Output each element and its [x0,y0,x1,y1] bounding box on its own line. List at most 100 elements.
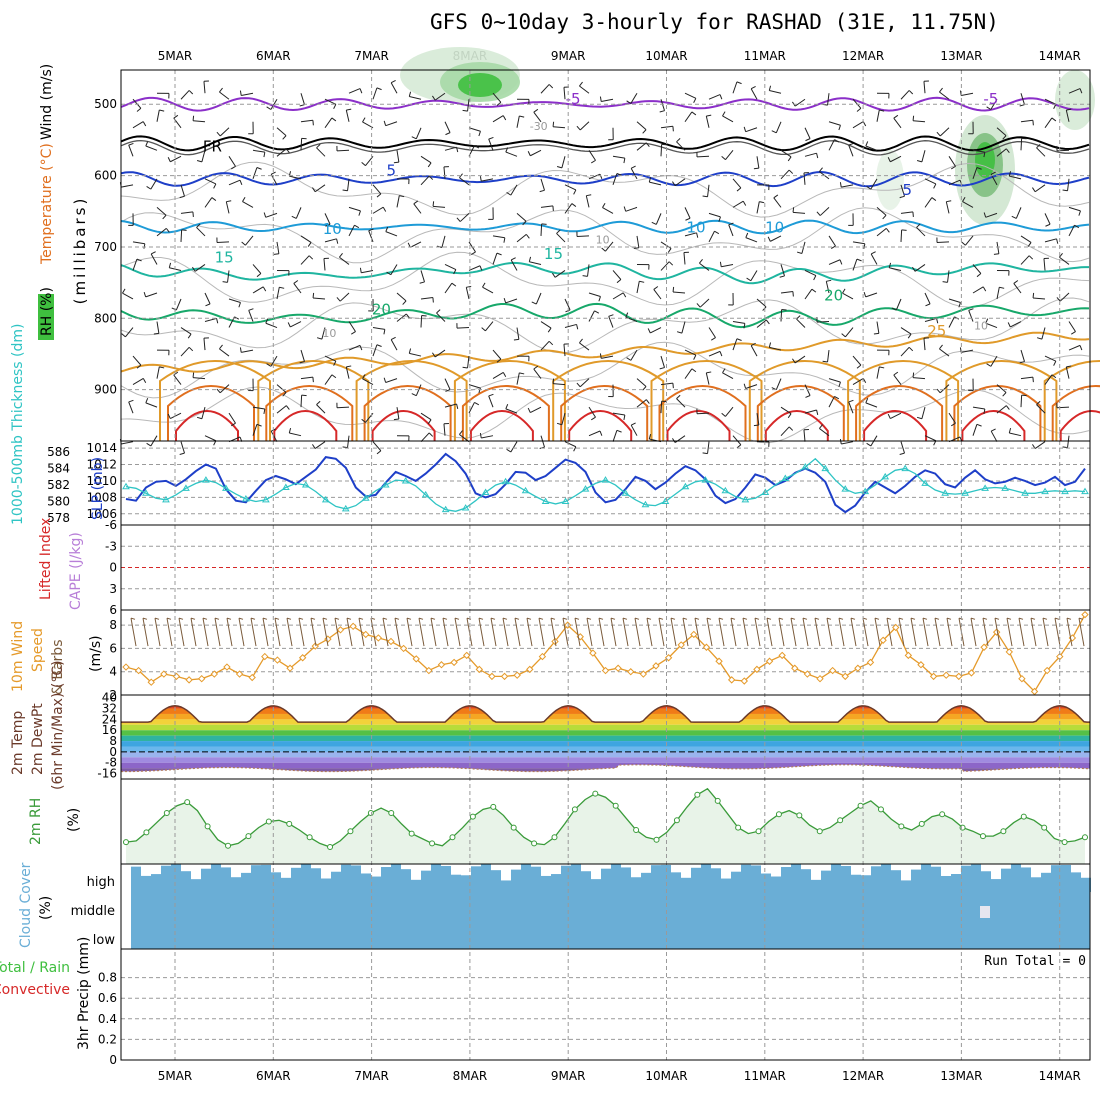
high-cloud-bar [561,865,571,892]
rh-marker [918,820,925,827]
thickness-marker [741,495,750,503]
rh-marker [225,842,232,849]
wind-barb-flag [866,442,872,447]
wind-barb [314,441,326,449]
wind-barb [827,93,830,106]
contour-label: 5 [386,162,396,180]
dew-ylabel: 2m DewPt [30,703,46,775]
wind-barb-flag [239,347,242,353]
wind-barb [492,252,498,265]
wind-barb [1020,235,1032,243]
wind-barb [972,406,985,410]
wind-barb [276,287,280,300]
rh-contour [120,161,1090,218]
wind-barb [505,298,518,304]
warm-contour [961,410,1026,441]
thickness-marker [601,476,610,483]
wind-barb [193,120,206,123]
wind-barb [132,241,145,245]
wind-barb-flag [282,392,287,397]
surface-wind-barb [838,618,845,647]
wind-barb [420,412,432,421]
surface-wind-barb-flag [142,617,148,620]
wind-barb [804,270,817,276]
ylabel-2m-temp: 2m Temp [10,711,26,775]
wind-barb-flag [691,111,697,116]
high-cloud-bar [501,880,511,892]
wind-barb-flag [983,212,987,218]
high-cloud-bar [141,875,151,892]
thickness-marker [881,472,890,480]
wind-barb-flag [168,262,172,268]
wind-barb-flag [393,418,399,421]
contour-label: -5 [566,90,581,108]
wind-barb [516,327,520,340]
wind-barb [516,233,527,243]
wind-barb [676,398,686,408]
wind-barb [673,291,686,294]
panel-border [120,609,1091,696]
wind-barb [444,146,457,151]
wind-barb [1056,406,1070,409]
wind-barb [725,406,734,417]
rh-marker [204,823,211,830]
rh-marker [898,823,905,830]
thickness-marker [182,484,190,491]
wind-barb [295,207,302,219]
wind-barb [1044,355,1057,362]
wind-barb-flag [171,307,177,311]
wind-barb-flag [216,131,221,137]
surface-wind-barb [502,618,509,647]
wind-barb [336,149,350,152]
wind-barb-flag [121,333,126,338]
wind-barb [828,235,836,247]
wind-barb [605,241,614,252]
wind-barb-flag [630,165,636,169]
wind-barb [732,338,738,351]
wind-barb-flag [816,153,819,159]
rh-marker [510,824,517,831]
surface-wind-barb [790,618,797,647]
ytick-thickness: 584 [47,462,70,476]
surface-wind-barb [478,618,485,647]
contour-label: 10 [765,219,784,237]
wind-barb [482,286,494,294]
high-cloud-bar [451,874,461,892]
rh-marker [1020,813,1027,820]
wind-speed-marker [425,666,433,675]
high-cloud-bar [971,864,981,892]
wind-barb-flag [787,156,792,162]
wind-speed-marker [791,664,799,672]
wind-barb-flag [719,261,722,267]
wind-barb-flag [488,136,494,140]
wind-barb [705,372,710,385]
wind-barb-flag [1036,400,1041,406]
wind-barb [180,90,190,100]
wind-barb-flag [893,114,899,119]
temp-color-band [121,741,1090,747]
wind-barb [1009,175,1022,180]
ytick-wind: 2 [109,688,117,702]
wind-barb-flag [888,262,892,268]
wind-barb [201,150,206,163]
warm-contour [855,385,944,441]
wind-barb-flag [361,161,366,167]
wind-barb-flag [376,193,382,198]
wind-barb-flag [146,442,152,447]
wind-barb [828,378,841,383]
wind-barb-flag [885,228,890,233]
wind-barb-flag [361,418,366,423]
high-cloud-bar [331,871,341,892]
wind-barb-flag [282,135,287,140]
rh-marker [531,840,538,847]
wind-barb-flag [390,336,396,341]
chart-title: GFS 0~10day 3-hourly for RASHAD (31E, 11… [430,10,999,34]
surface-wind-barb [922,618,929,647]
wind-barb-flag [263,408,266,415]
wind-barb-flag [1053,360,1057,366]
wind-barb [660,261,670,271]
wind-barb-flag [496,358,502,363]
surface-wind-barb [586,618,593,647]
rh-marker [857,802,864,809]
wind-barb [803,429,806,442]
